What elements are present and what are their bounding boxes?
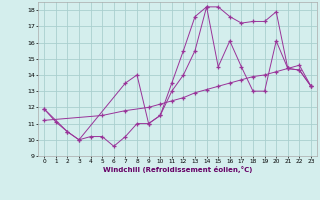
X-axis label: Windchill (Refroidissement éolien,°C): Windchill (Refroidissement éolien,°C) [103,166,252,173]
